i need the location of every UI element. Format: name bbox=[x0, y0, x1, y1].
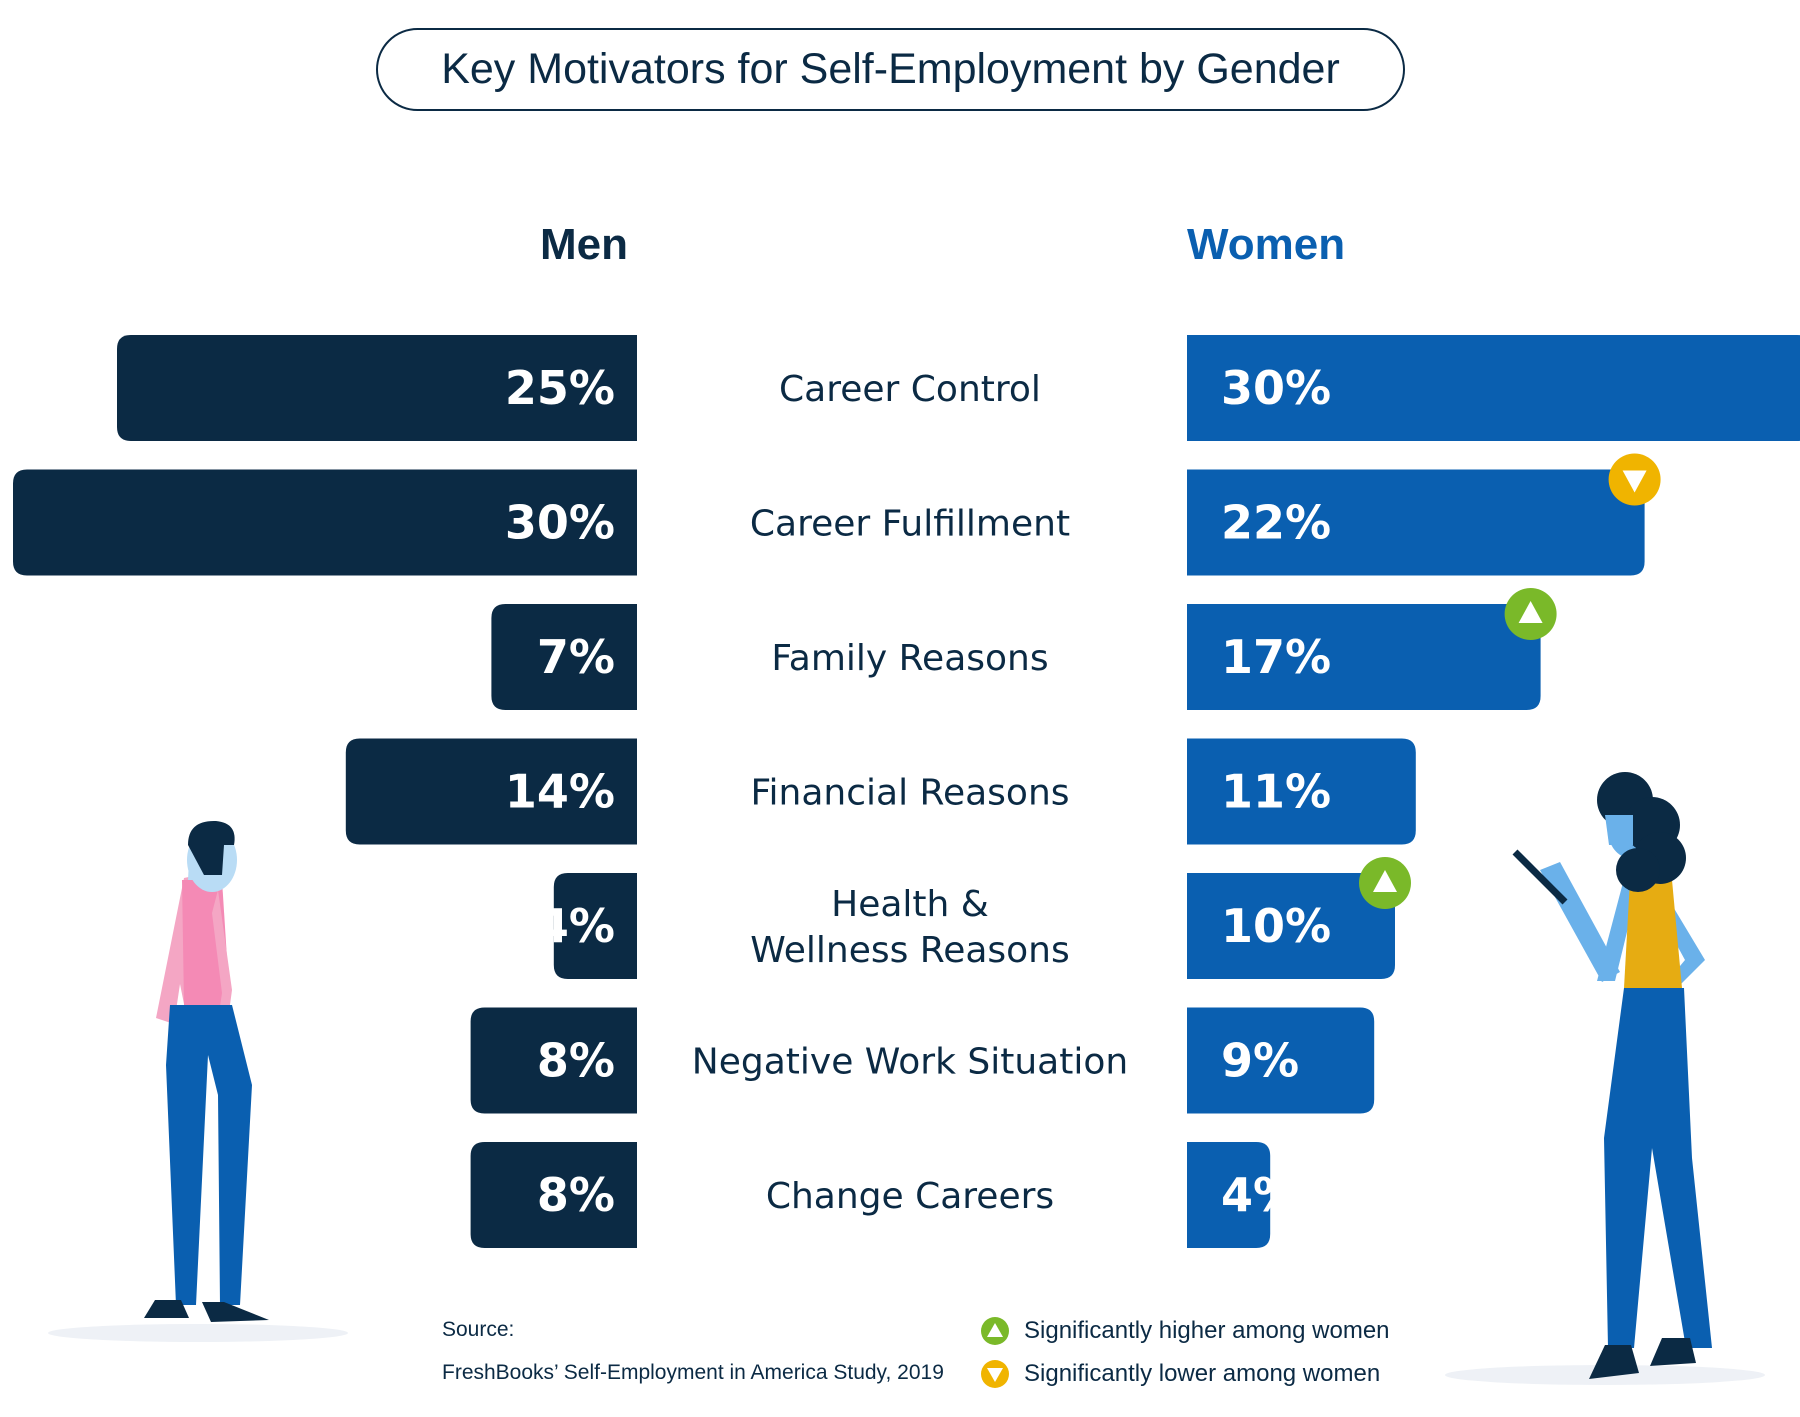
women-value-label: 17% bbox=[1221, 630, 1331, 684]
source-citation: FreshBooks’ Self-Employment in America S… bbox=[442, 1361, 944, 1384]
men-value-label: 14% bbox=[505, 765, 615, 819]
women-bar bbox=[1187, 335, 1800, 441]
up-triangle-icon bbox=[1504, 588, 1557, 640]
up-triangle-icon bbox=[981, 1317, 1009, 1345]
men-bar bbox=[470, 1007, 637, 1114]
women-value-label: 11% bbox=[1221, 765, 1331, 819]
men-bar bbox=[553, 873, 637, 979]
men-value-label: 8% bbox=[537, 1168, 615, 1222]
up-triangle-icon bbox=[1359, 857, 1411, 909]
down-triangle-icon bbox=[1608, 453, 1661, 506]
man-illustration bbox=[48, 820, 348, 1342]
women-bar bbox=[1187, 604, 1541, 710]
category-label: Health & bbox=[831, 884, 989, 925]
women-bar bbox=[1187, 1142, 1271, 1248]
category-label: Family Reasons bbox=[771, 638, 1048, 679]
category-label: Financial Reasons bbox=[750, 773, 1069, 814]
category-label: Wellness Reasons bbox=[750, 930, 1070, 971]
men-bar bbox=[491, 604, 637, 710]
women-column-heading: Women bbox=[1187, 220, 1346, 269]
men-value-label: 25% bbox=[505, 361, 615, 415]
down-triangle-icon bbox=[981, 1360, 1009, 1388]
men-bar bbox=[13, 469, 637, 576]
source-label: Source: bbox=[442, 1318, 515, 1341]
chart-title: Key Motivators for Self-Employment by Ge… bbox=[376, 28, 1405, 111]
category-label: Career Fulfillment bbox=[750, 504, 1070, 545]
women-value-label: 4% bbox=[1221, 1168, 1299, 1222]
women-value-label: 22% bbox=[1221, 496, 1331, 550]
women-bar bbox=[1187, 1007, 1375, 1114]
legend-higher-label: Significantly higher among women bbox=[1024, 1317, 1390, 1344]
women-value-label: 30% bbox=[1221, 361, 1331, 415]
men-bar bbox=[117, 335, 637, 441]
men-bar bbox=[345, 738, 637, 845]
category-label: Career Control bbox=[779, 369, 1041, 410]
woman-illustration bbox=[1445, 772, 1765, 1385]
women-bar bbox=[1187, 873, 1395, 979]
men-value-label: 30% bbox=[505, 496, 615, 550]
legend-lower-label: Significantly lower among women bbox=[1024, 1360, 1381, 1387]
legend-lower: Significantly lower among women bbox=[980, 1359, 1380, 1389]
legend-higher: Significantly higher among women bbox=[980, 1316, 1390, 1346]
category-label: Change Careers bbox=[766, 1176, 1054, 1217]
men-column-heading: Men bbox=[540, 220, 628, 269]
men-value-label: 8% bbox=[537, 1034, 615, 1088]
women-bar bbox=[1187, 738, 1416, 845]
men-value-label: 4% bbox=[537, 899, 615, 953]
men-bar bbox=[470, 1142, 637, 1248]
women-value-label: 10% bbox=[1221, 899, 1331, 953]
men-value-label: 7% bbox=[537, 630, 615, 684]
women-value-label: 9% bbox=[1221, 1034, 1299, 1088]
category-label: Negative Work Situation bbox=[692, 1042, 1128, 1083]
women-bar bbox=[1187, 469, 1645, 576]
